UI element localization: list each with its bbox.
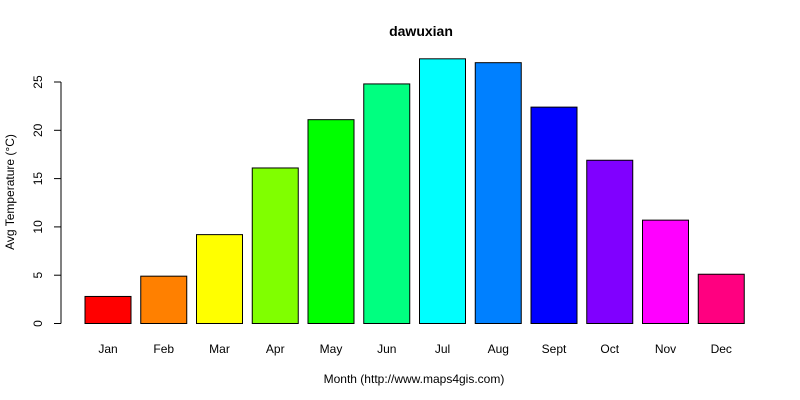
x-tick-label: Jul	[435, 342, 450, 356]
x-tick-label: Apr	[266, 342, 285, 356]
x-axis-label: Month (http://www.maps4gis.com)	[324, 372, 505, 386]
y-tick-label: 10	[31, 220, 45, 234]
bar-mar	[196, 234, 243, 325]
bar-apr	[251, 167, 299, 324]
x-tick-labels: Jan Feb Mar Apr May Jun Jul Aug Sept Oct Nov Dec	[98, 342, 732, 356]
bar-sept	[530, 106, 578, 325]
x-tick-label: Nov	[655, 342, 676, 356]
y-tick-label: 5	[31, 272, 45, 279]
bars-group	[84, 58, 745, 325]
bar-jan	[84, 295, 132, 325]
y-axis: 0 5 10 15 20 25	[31, 75, 62, 327]
bar-may	[307, 119, 355, 324]
bar-nov	[642, 219, 689, 324]
bar-aug	[474, 62, 522, 325]
x-tick-label: Mar	[209, 342, 230, 356]
y-tick-label: 25	[31, 75, 45, 89]
bar-oct	[586, 159, 634, 324]
x-tick-label: Sept	[542, 342, 567, 356]
x-tick-label: Feb	[153, 342, 174, 356]
x-tick-label: Oct	[600, 342, 619, 356]
x-tick-label: Dec	[711, 342, 732, 356]
bar-jun	[363, 83, 411, 325]
x-tick-label: May	[320, 342, 343, 356]
chart-title: dawuxian	[389, 23, 453, 39]
bar-jul	[419, 58, 466, 324]
x-tick-label: Aug	[488, 342, 509, 356]
bar-feb	[140, 275, 188, 325]
y-tick-label: 20	[31, 123, 45, 137]
y-tick-label: 0	[31, 320, 45, 327]
x-tick-label: Jan	[98, 342, 117, 356]
y-tick-label: 15	[31, 172, 45, 186]
bar-dec	[697, 273, 745, 325]
y-axis-label: Avg Temperature (°C)	[3, 134, 17, 250]
x-tick-label: Jun	[377, 342, 396, 356]
